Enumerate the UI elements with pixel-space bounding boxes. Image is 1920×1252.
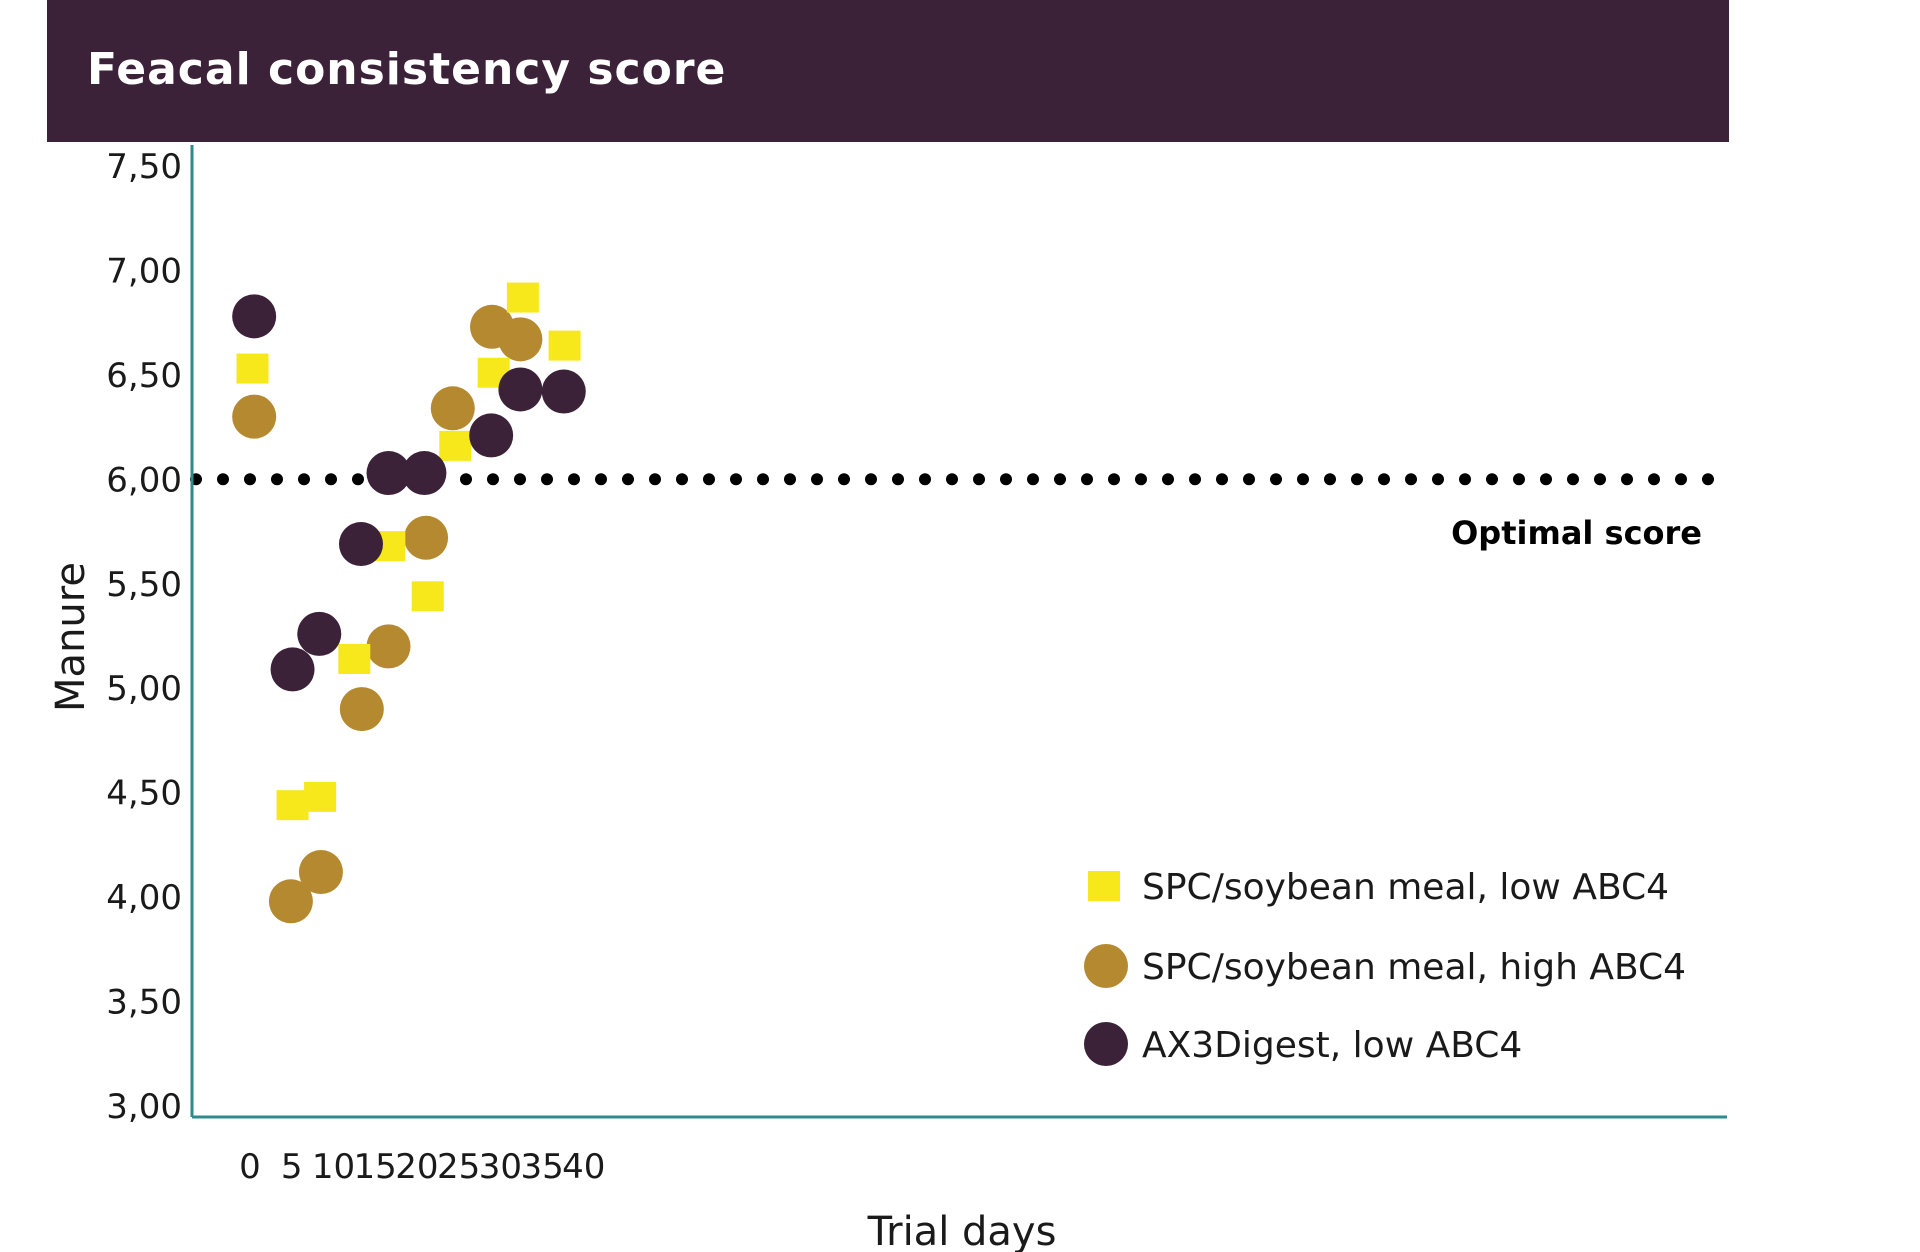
x-tick-label: 0 xyxy=(239,1147,261,1187)
y-tick-label: 7,50 xyxy=(106,147,182,187)
data-point-spc-soybean-meal-high-abc4 xyxy=(268,879,313,924)
chart-header-bar: Feacal consistency score xyxy=(47,0,1729,142)
chart-title: Feacal consistency score xyxy=(87,44,727,95)
data-point-spc-soybean-meal-low-abc4 xyxy=(439,430,472,461)
x-tick-label: 25 xyxy=(437,1147,480,1187)
optimal-score-annotation: Optimal score xyxy=(1451,514,1702,552)
data-point-ax3digest-low-abc4 xyxy=(297,611,342,656)
data-point-spc-soybean-meal-high-abc4 xyxy=(430,386,475,431)
data-point-ax3digest-low-abc4 xyxy=(541,369,586,414)
data-point-ax3digest-low-abc4 xyxy=(402,451,447,496)
x-tick-label: 15 xyxy=(354,1147,397,1187)
y-axis-title: Manure xyxy=(48,562,94,712)
data-point-spc-soybean-meal-high-abc4 xyxy=(498,317,543,362)
legend-label: SPC/soybean meal, high ABC4 xyxy=(1142,947,1686,988)
data-points-group xyxy=(232,282,586,924)
y-tick-label: 4,00 xyxy=(106,878,182,918)
data-point-spc-soybean-meal-low-abc4 xyxy=(276,790,309,821)
y-tick-label: 6,00 xyxy=(106,460,182,500)
data-point-ax3digest-low-abc4 xyxy=(366,451,411,496)
data-point-ax3digest-low-abc4 xyxy=(469,413,514,458)
data-point-ax3digest-low-abc4 xyxy=(232,294,277,339)
y-tick-label: 7,00 xyxy=(106,251,182,291)
legend-label: SPC/soybean meal, low ABC4 xyxy=(1142,867,1669,908)
data-point-spc-soybean-meal-high-abc4 xyxy=(298,850,343,895)
data-point-spc-soybean-meal-high-abc4 xyxy=(366,624,411,669)
x-tick-label: 5 xyxy=(281,1147,303,1187)
data-point-spc-soybean-meal-high-abc4 xyxy=(404,515,449,560)
y-tick-label: 5,50 xyxy=(106,565,182,605)
legend: SPC/soybean meal, low ABC4 SPC/soybean me… xyxy=(1084,867,1686,1066)
data-point-spc-soybean-meal-high-abc4 xyxy=(339,687,384,732)
x-tick-label: 10 xyxy=(312,1147,355,1187)
legend-marker-circle xyxy=(1084,1022,1128,1066)
x-tick-label: 30 xyxy=(479,1147,522,1187)
data-point-spc-soybean-meal-low-abc4 xyxy=(304,781,337,812)
y-tick-label: 4,50 xyxy=(106,774,182,814)
data-point-spc-soybean-meal-high-abc4 xyxy=(232,394,277,439)
legend-marker-circle xyxy=(1084,944,1128,988)
x-tick-label: 20 xyxy=(395,1147,438,1187)
y-tick-label: 3,50 xyxy=(106,983,182,1023)
y-tick-label: 6,50 xyxy=(106,356,182,396)
data-point-ax3digest-low-abc4 xyxy=(270,647,315,692)
data-point-ax3digest-low-abc4 xyxy=(338,522,383,567)
legend-label: AX3Digest, low ABC4 xyxy=(1142,1025,1522,1066)
data-point-spc-soybean-meal-low-abc4 xyxy=(506,282,539,313)
axes-group xyxy=(190,145,1727,1119)
y-tick-label: 3,00 xyxy=(106,1087,182,1127)
legend-marker-square xyxy=(1088,871,1120,901)
x-tick-label: 35 xyxy=(520,1147,563,1187)
ticks-group: 3,00 3,50 4,00 4,50 5,00 5,50 6,00 6,50 7,00 7,50… xyxy=(106,147,605,1187)
data-point-ax3digest-low-abc4 xyxy=(498,367,543,412)
x-tick-label: 40 xyxy=(562,1147,605,1187)
data-point-spc-soybean-meal-low-abc4 xyxy=(411,581,444,612)
x-axis-title: Trial days xyxy=(867,1209,1057,1252)
data-point-spc-soybean-meal-low-abc4 xyxy=(338,643,371,674)
data-point-spc-soybean-meal-low-abc4 xyxy=(236,353,269,384)
data-point-spc-soybean-meal-low-abc4 xyxy=(548,330,581,361)
y-tick-label: 5,00 xyxy=(106,669,182,709)
